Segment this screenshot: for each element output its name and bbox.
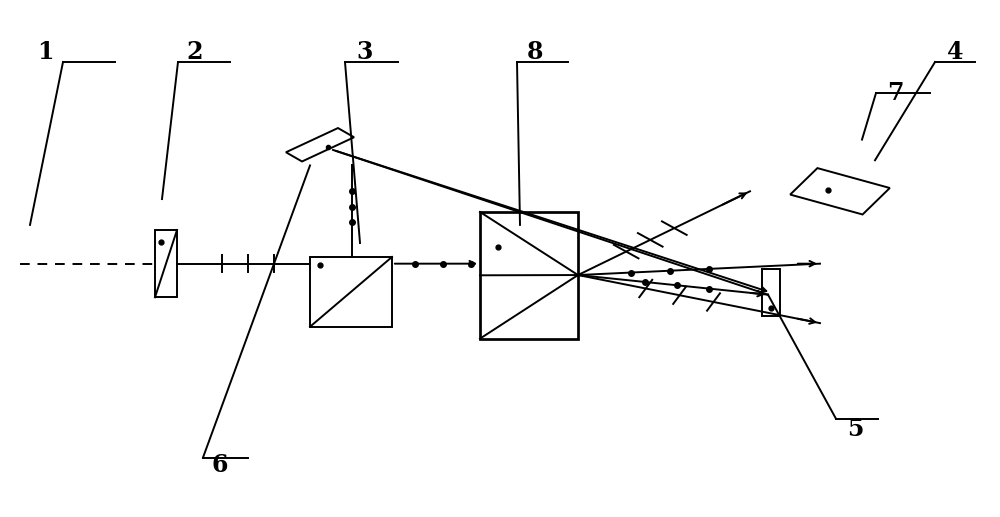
Bar — [310, 257, 392, 327]
Bar — [286, 128, 354, 161]
Text: 6: 6 — [212, 453, 228, 477]
Text: 2: 2 — [187, 40, 203, 64]
Bar — [155, 230, 177, 297]
Text: 1: 1 — [37, 40, 53, 64]
Text: 3: 3 — [357, 40, 373, 64]
Bar — [790, 168, 890, 215]
Text: 8: 8 — [527, 40, 543, 64]
Bar — [762, 269, 780, 316]
Text: 5: 5 — [847, 417, 863, 441]
Text: 7: 7 — [887, 81, 903, 105]
Text: 4: 4 — [947, 40, 963, 64]
Bar — [480, 212, 578, 339]
